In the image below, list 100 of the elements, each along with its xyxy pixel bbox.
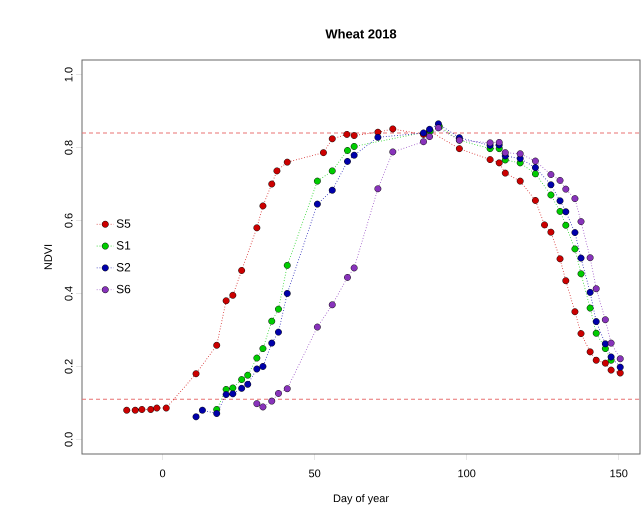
point bbox=[586, 254, 594, 262]
point bbox=[547, 192, 554, 198]
point bbox=[213, 342, 220, 349]
point bbox=[608, 366, 615, 374]
point bbox=[253, 224, 260, 232]
point bbox=[586, 304, 594, 312]
point bbox=[153, 404, 160, 412]
point bbox=[244, 380, 252, 388]
point bbox=[592, 318, 600, 326]
point bbox=[532, 164, 539, 172]
point bbox=[516, 150, 524, 158]
point bbox=[253, 354, 260, 362]
point bbox=[259, 403, 266, 410]
point bbox=[389, 148, 396, 156]
point bbox=[268, 318, 276, 325]
point bbox=[532, 158, 539, 164]
point bbox=[578, 218, 584, 226]
point bbox=[616, 370, 624, 376]
point bbox=[192, 413, 200, 420]
point bbox=[616, 364, 624, 371]
point bbox=[320, 149, 327, 156]
point bbox=[244, 372, 252, 379]
point bbox=[578, 330, 584, 338]
point bbox=[229, 292, 236, 299]
point bbox=[420, 138, 427, 146]
point bbox=[456, 145, 463, 152]
point bbox=[314, 178, 321, 185]
point bbox=[253, 366, 260, 372]
point bbox=[268, 340, 276, 347]
point bbox=[496, 138, 503, 146]
point bbox=[314, 324, 321, 330]
y-tick-label: 0.8 bbox=[64, 140, 72, 155]
point bbox=[314, 200, 321, 208]
point bbox=[556, 208, 564, 215]
point bbox=[328, 135, 336, 142]
point bbox=[592, 356, 600, 364]
point bbox=[389, 125, 396, 132]
y-tick-label: 0.2 bbox=[64, 359, 72, 374]
point bbox=[571, 308, 578, 316]
point bbox=[602, 340, 609, 348]
point bbox=[502, 170, 509, 177]
point bbox=[259, 202, 266, 210]
point bbox=[602, 316, 609, 324]
point bbox=[274, 306, 282, 313]
y-tick-label: 1.0 bbox=[64, 67, 72, 82]
point bbox=[616, 355, 624, 362]
point bbox=[132, 406, 139, 414]
point bbox=[229, 384, 236, 392]
point bbox=[344, 274, 351, 281]
legend-label: S5 bbox=[116, 219, 130, 228]
point bbox=[374, 185, 382, 192]
point bbox=[344, 147, 351, 154]
point bbox=[284, 290, 291, 297]
point bbox=[273, 167, 280, 174]
point bbox=[328, 167, 336, 174]
legend-label: S2 bbox=[116, 262, 130, 272]
x-tick-label: 0 bbox=[160, 470, 166, 478]
point bbox=[344, 158, 351, 165]
point bbox=[343, 130, 350, 138]
point bbox=[556, 255, 564, 262]
point bbox=[259, 362, 266, 370]
point bbox=[238, 384, 246, 392]
x-tick-label: 100 bbox=[458, 470, 476, 478]
chart-title: Wheat 2018 bbox=[325, 28, 396, 38]
point bbox=[222, 391, 230, 398]
point bbox=[547, 228, 554, 236]
point bbox=[213, 410, 220, 417]
point bbox=[586, 288, 594, 296]
x-tick-label: 50 bbox=[308, 470, 320, 478]
x-axis-title: Day of year bbox=[334, 494, 389, 504]
point bbox=[284, 385, 291, 392]
point bbox=[328, 186, 336, 194]
legend-label: S6 bbox=[116, 284, 130, 294]
point bbox=[547, 181, 554, 188]
point bbox=[426, 133, 434, 140]
point bbox=[259, 345, 266, 352]
point bbox=[284, 262, 291, 269]
point bbox=[541, 221, 548, 228]
point bbox=[350, 143, 358, 150]
point bbox=[532, 197, 539, 204]
point bbox=[229, 390, 236, 398]
point bbox=[138, 406, 146, 413]
point bbox=[578, 254, 584, 262]
y-tick-label: 0.4 bbox=[64, 286, 72, 301]
point bbox=[192, 370, 200, 378]
point bbox=[562, 186, 570, 193]
point bbox=[268, 398, 276, 405]
point bbox=[198, 406, 206, 414]
point bbox=[556, 197, 564, 204]
point bbox=[571, 195, 578, 202]
point bbox=[123, 406, 130, 414]
point bbox=[162, 404, 170, 412]
point bbox=[562, 208, 570, 216]
point bbox=[350, 132, 358, 139]
legend-label: S1 bbox=[116, 241, 130, 250]
point bbox=[562, 277, 570, 284]
point bbox=[608, 354, 615, 360]
point bbox=[222, 297, 230, 304]
point bbox=[496, 159, 503, 166]
point bbox=[592, 330, 600, 337]
